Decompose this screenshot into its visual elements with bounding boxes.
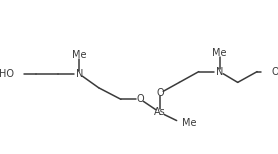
Text: Me: Me: [72, 50, 86, 60]
Text: O: O: [156, 88, 164, 98]
Text: Me: Me: [182, 118, 197, 128]
Text: Me: Me: [212, 48, 227, 58]
Text: As: As: [154, 107, 166, 117]
Text: OH: OH: [271, 67, 278, 77]
Text: N: N: [216, 67, 223, 77]
Text: O: O: [136, 94, 144, 104]
Text: HO: HO: [0, 69, 14, 79]
Text: N: N: [76, 69, 83, 79]
